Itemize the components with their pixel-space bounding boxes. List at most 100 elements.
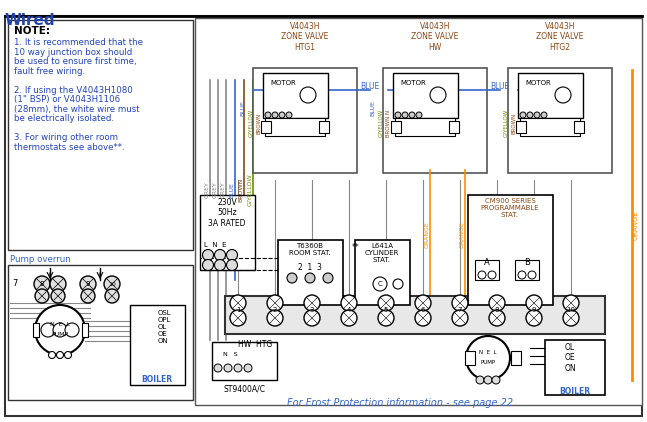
Bar	[278, 240, 343, 305]
Text: 8: 8	[495, 307, 499, 313]
Circle shape	[215, 260, 226, 271]
Circle shape	[65, 323, 79, 337]
Circle shape	[476, 376, 484, 384]
Circle shape	[234, 364, 242, 372]
Text: HW  HTG: HW HTG	[238, 340, 272, 349]
Text: N   S: N S	[223, 352, 237, 357]
Text: 3: 3	[310, 307, 314, 313]
Text: G/YELLOW: G/YELLOW	[248, 174, 252, 206]
Circle shape	[267, 295, 283, 311]
Text: 1: 1	[236, 307, 240, 313]
Circle shape	[53, 323, 67, 337]
Circle shape	[224, 364, 232, 372]
Circle shape	[488, 271, 496, 279]
Circle shape	[304, 295, 320, 311]
Text: B: B	[524, 258, 530, 267]
Circle shape	[555, 87, 571, 103]
Bar	[8, 265, 193, 400]
Circle shape	[230, 295, 246, 311]
Text: T6360B
ROOM STAT.: T6360B ROOM STAT.	[289, 243, 331, 256]
Bar	[33, 323, 39, 337]
Text: V4043H
ZONE VALVE
HTG2: V4043H ZONE VALVE HTG2	[536, 22, 584, 52]
Bar	[518, 73, 583, 118]
Text: 9: 9	[86, 281, 90, 287]
Text: PUMP: PUMP	[481, 360, 496, 365]
Circle shape	[395, 112, 401, 118]
Text: 7: 7	[12, 279, 17, 289]
Bar	[212, 342, 277, 380]
Circle shape	[104, 276, 120, 292]
Text: 10: 10	[108, 281, 116, 287]
Text: 10 way junction box should: 10 way junction box should	[14, 48, 132, 57]
Bar	[449, 121, 459, 133]
Circle shape	[527, 112, 533, 118]
Circle shape	[226, 249, 237, 260]
Text: 2  1  3: 2 1 3	[298, 263, 322, 273]
Bar	[265, 118, 325, 136]
Bar	[200, 195, 255, 270]
Text: 2. If using the V4043H1080: 2. If using the V4043H1080	[14, 86, 133, 95]
Text: N  E  L: N E L	[479, 349, 497, 354]
Bar	[82, 323, 88, 337]
Circle shape	[35, 289, 49, 303]
Text: 230V
50Hz
3A RATED: 230V 50Hz 3A RATED	[208, 198, 246, 228]
Text: G/YELLOW: G/YELLOW	[378, 109, 384, 137]
Text: 9: 9	[532, 307, 536, 313]
Circle shape	[373, 277, 387, 291]
Text: Wired: Wired	[5, 13, 56, 28]
Text: fault free wiring.: fault free wiring.	[14, 67, 85, 76]
Text: 2: 2	[273, 307, 277, 313]
Circle shape	[272, 112, 278, 118]
Circle shape	[341, 310, 357, 326]
Text: L  N  E: L N E	[204, 242, 226, 248]
Bar	[468, 195, 553, 305]
Text: BROWN: BROWN	[512, 112, 516, 134]
Circle shape	[300, 87, 316, 103]
Circle shape	[215, 249, 226, 260]
Circle shape	[304, 310, 320, 326]
Text: MOTOR: MOTOR	[270, 80, 296, 86]
Text: (28mm), the white wire must: (28mm), the white wire must	[14, 105, 140, 114]
Circle shape	[41, 323, 55, 337]
Text: BROWN N: BROWN N	[386, 109, 391, 137]
Circle shape	[528, 271, 536, 279]
Text: GREY: GREY	[221, 181, 226, 198]
Circle shape	[484, 376, 492, 384]
Text: 7: 7	[457, 307, 462, 313]
Bar	[253, 68, 357, 173]
Circle shape	[415, 310, 431, 326]
Circle shape	[492, 376, 500, 384]
Text: G/YELLOW: G/YELLOW	[503, 109, 509, 137]
Bar	[195, 18, 642, 405]
Circle shape	[563, 295, 579, 311]
Text: 4: 4	[347, 307, 351, 313]
Text: ORANGE: ORANGE	[459, 222, 465, 249]
Circle shape	[267, 310, 283, 326]
Bar	[516, 121, 526, 133]
Bar	[545, 340, 605, 395]
Text: BOILER: BOILER	[560, 387, 591, 396]
Text: ORANGE: ORANGE	[424, 222, 430, 249]
Bar	[391, 121, 401, 133]
Circle shape	[416, 112, 422, 118]
Text: 10: 10	[567, 307, 575, 313]
Circle shape	[323, 273, 333, 283]
Bar	[261, 121, 271, 133]
Circle shape	[65, 352, 72, 359]
Text: OL
OE
ON: OL OE ON	[565, 343, 576, 373]
Text: V4043H
ZONE VALVE
HTG1: V4043H ZONE VALVE HTG1	[281, 22, 329, 52]
Text: (1" BSP) or V4043H1106: (1" BSP) or V4043H1106	[14, 95, 120, 104]
Circle shape	[305, 273, 315, 283]
Bar	[130, 305, 185, 385]
Text: BLUE: BLUE	[360, 82, 380, 91]
Bar	[520, 118, 580, 136]
Text: C: C	[378, 281, 382, 287]
Circle shape	[230, 310, 246, 326]
Circle shape	[541, 112, 547, 118]
Text: thermostats see above**.: thermostats see above**.	[14, 143, 125, 151]
Circle shape	[402, 112, 408, 118]
Text: L641A
CYLINDER
STAT.: L641A CYLINDER STAT.	[365, 243, 399, 263]
Text: MOTOR: MOTOR	[400, 80, 426, 86]
Circle shape	[80, 276, 96, 292]
Bar	[263, 73, 328, 118]
